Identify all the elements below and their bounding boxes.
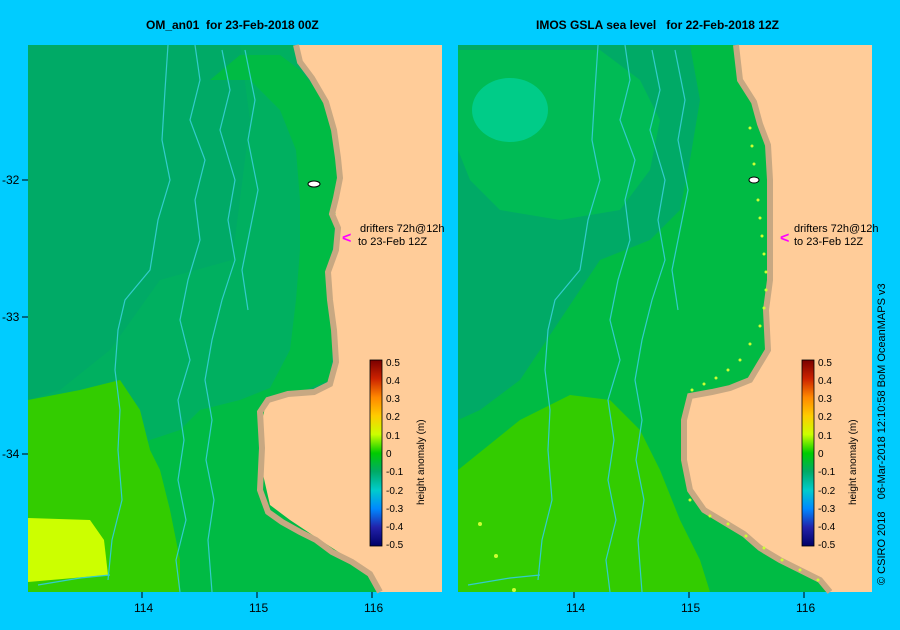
left-axis-ticks <box>22 179 373 598</box>
svg-text:-0.4: -0.4 <box>818 522 836 533</box>
right-positive-anomaly <box>458 395 710 592</box>
right-annotation-line2: to 23-Feb 12Z <box>794 236 863 248</box>
left-drifter-arrow: < <box>342 230 351 247</box>
left-offshore-zone <box>28 45 250 400</box>
svg-text:0.1: 0.1 <box>386 431 400 442</box>
svg-text:-0.4: -0.4 <box>386 522 404 533</box>
svg-text:0.1: 0.1 <box>818 431 832 442</box>
credit-text: © CSIRO 2018 06-Mar-2018 12:10:58 BoM Oc… <box>876 283 888 585</box>
right-xtick-115: 115 <box>681 601 700 615</box>
svg-text:-0.1: -0.1 <box>818 467 836 478</box>
right-colorbar-ticks: 0.5 0.4 0.3 0.2 0.1 0 -0.1 -0.2 -0.3 -0.… <box>818 358 836 551</box>
right-annotation-line1: drifters 72h@12h <box>794 223 879 235</box>
left-map-panel: 114 115 116 -32 -33 -34 < drifters 72h@1… <box>2 44 445 615</box>
svg-text:0.3: 0.3 <box>386 394 400 405</box>
right-colorbar-label: height anomaly (m) <box>848 419 859 505</box>
left-coastline <box>256 44 383 594</box>
left-colorbar <box>369 359 383 547</box>
svg-text:-0.5: -0.5 <box>386 540 404 551</box>
ytick-33: -33 <box>2 310 20 324</box>
svg-text:0.5: 0.5 <box>386 358 400 369</box>
left-colorbar-ticks: 0.5 0.4 0.3 0.2 0.1 0 -0.1 -0.2 -0.3 -0.… <box>386 358 404 551</box>
ytick-34: -34 <box>2 447 20 461</box>
svg-text:-0.5: -0.5 <box>818 540 836 551</box>
svg-text:-0.3: -0.3 <box>386 504 404 515</box>
right-axis-ticks <box>573 592 805 598</box>
left-drifter-tracks <box>37 44 259 593</box>
left-xtick-116: 116 <box>364 601 383 615</box>
svg-text:0.4: 0.4 <box>386 376 400 387</box>
svg-text:0: 0 <box>386 449 392 460</box>
right-coastline <box>681 44 833 594</box>
left-annotation-line1: drifters 72h@12h <box>360 223 445 235</box>
svg-text:-0.3: -0.3 <box>818 504 836 515</box>
right-drifter-tracks <box>467 44 689 593</box>
left-colorbar-label: height anomaly (m) <box>416 419 427 505</box>
right-drifter-arrow: < <box>780 230 789 247</box>
svg-text:0.5: 0.5 <box>818 358 832 369</box>
right-panel-title: IMOS GSLA sea level for 22-Feb-2018 12Z <box>536 18 779 32</box>
left-high-anomaly <box>28 518 108 582</box>
svg-text:0.2: 0.2 <box>386 412 400 423</box>
svg-text:0.4: 0.4 <box>818 376 832 387</box>
svg-text:-0.2: -0.2 <box>386 486 404 497</box>
right-xtick-114: 114 <box>566 601 585 615</box>
right-map-panel: 114 115 116 < drifters 72h@12h to 23-Feb… <box>458 44 879 615</box>
right-rottnest-island <box>748 176 760 184</box>
left-xtick-114: 114 <box>134 601 153 615</box>
ytick-32: -32 <box>2 173 20 187</box>
right-altimeter-points <box>478 126 820 592</box>
left-rottnest-island <box>307 180 321 188</box>
right-low-anomaly <box>472 78 548 142</box>
left-annotation-line2: to 23-Feb 12Z <box>358 236 427 248</box>
left-xtick-115: 115 <box>249 601 268 615</box>
svg-text:-0.1: -0.1 <box>386 467 404 478</box>
svg-text:0.3: 0.3 <box>818 394 832 405</box>
right-xtick-116: 116 <box>796 601 815 615</box>
svg-text:0: 0 <box>818 449 824 460</box>
svg-text:0.2: 0.2 <box>818 412 832 423</box>
svg-text:-0.2: -0.2 <box>818 486 836 497</box>
right-colorbar <box>801 359 815 547</box>
left-panel-title: OM_an01 for 23-Feb-2018 00Z <box>146 18 319 32</box>
